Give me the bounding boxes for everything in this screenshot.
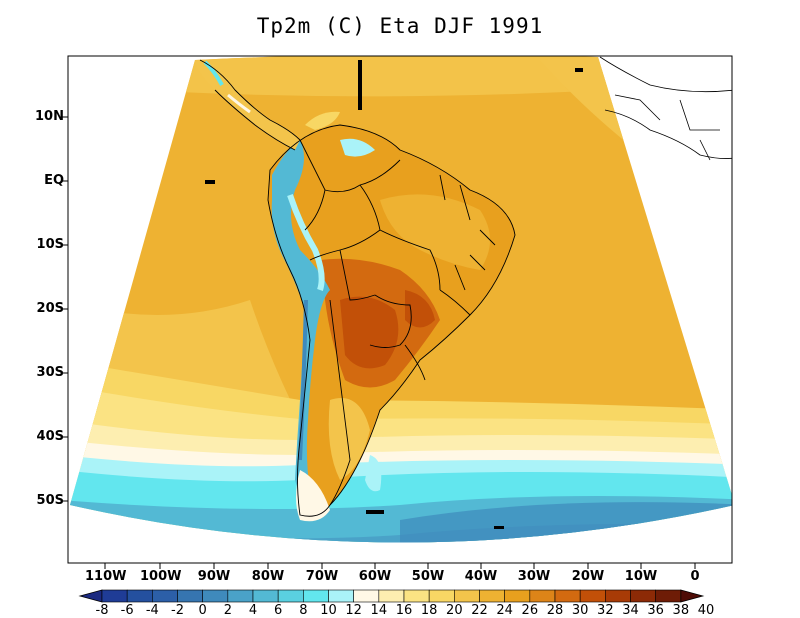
colorbar-tick-label: -8: [95, 603, 109, 618]
lat-label-10n: 10N: [35, 109, 64, 124]
colorbar-swatch: [529, 589, 556, 603]
lon-label-110w: 110W: [85, 569, 127, 584]
colorbar-tick-label: 32: [597, 603, 614, 618]
colorbar-tick-label: 26: [521, 603, 539, 618]
lat-label-eq: EQ: [44, 173, 64, 188]
colorbar-tick-label: 20: [446, 603, 463, 618]
lon-label-70w: 70W: [305, 569, 339, 584]
colorbar-tick-label: 0: [198, 603, 207, 618]
colorbar-swatch: [630, 589, 656, 603]
lon-label-0: 0: [690, 569, 700, 584]
colorbar-swatch: [328, 589, 354, 603]
colorbar-tick-label: 8: [299, 603, 308, 618]
colorbar-swatch: [605, 589, 631, 603]
colorbar-swatch: [504, 589, 531, 603]
lon-label-20w: 20W: [571, 569, 605, 584]
islands: [205, 60, 583, 529]
country-borders: [199, 59, 516, 517]
colorbar-tick-label: 6: [274, 603, 283, 618]
lat-label-10s: 10S: [36, 237, 64, 252]
colorbar-swatch: [227, 589, 254, 603]
colorbar-arrow-high: [680, 589, 705, 603]
colorbar-swatch: [554, 589, 581, 603]
lon-label-100w: 100W: [140, 569, 182, 584]
colorbar-tick-label: 16: [395, 603, 413, 618]
colorbar-tick-label: -6: [120, 603, 134, 618]
colorbar-swatch: [202, 589, 229, 603]
lat-label-20s: 20S: [36, 301, 64, 316]
lat-ticks: [62, 116, 68, 502]
colorbar-tick-label: 4: [248, 603, 258, 618]
colorbar-tick-label: 24: [496, 603, 513, 618]
colorbar-swatch: [252, 589, 279, 603]
colorbar-swatch: [177, 589, 203, 603]
colorbar-tick-label: 36: [647, 603, 664, 618]
colorbar-swatch: [126, 589, 153, 603]
colorbar-tick-label: 2: [223, 603, 232, 618]
colorbar-tick-label: 18: [420, 603, 438, 618]
colorbar-tick-label: 38: [672, 603, 690, 618]
colorbar-tick-label: 40: [697, 603, 715, 618]
colorbar-tick-label: -2: [171, 603, 184, 618]
colorbar-swatch: [378, 589, 405, 603]
lat-label-30s: 30S: [36, 365, 64, 380]
colorbar-swatch: [428, 589, 455, 603]
lon-label-90w: 90W: [197, 569, 231, 584]
colorbar-swatch: [303, 589, 329, 603]
colorbar-tick-label: 10: [320, 603, 337, 618]
colorbar-tick-label: -4: [145, 603, 159, 618]
colorbar-swatch: [353, 589, 380, 603]
colorbar-swatch: [277, 589, 304, 603]
lon-label-50w: 50W: [411, 569, 445, 584]
map-title: Tp2m (C) Eta DJF 1991: [256, 14, 544, 38]
lon-ticks: [104, 563, 696, 569]
colorbar-tick-label: 28: [546, 603, 564, 618]
colorbar: [78, 589, 705, 603]
africa-outline: [599, 56, 732, 161]
colorbar-swatch: [101, 589, 128, 603]
south-america-land: [268, 111, 515, 522]
colorbar-swatch: [152, 589, 178, 603]
colorbar-swatch: [479, 589, 505, 603]
colorbar-tick-label: 30: [571, 603, 589, 618]
colorbar-arrow-low: [78, 589, 103, 603]
lon-label-60w: 60W: [358, 569, 392, 584]
colorbar-tick-label: 12: [345, 603, 362, 618]
colorbar-swatch: [655, 589, 682, 603]
lat-label-50s: 50S: [36, 493, 64, 508]
lat-label-40s: 40S: [36, 429, 64, 444]
colorbar-swatch: [403, 589, 430, 603]
colorbar-tick-label: 34: [622, 603, 639, 618]
colorbar-tick-label: 14: [370, 603, 388, 618]
colorbar-tick-label: 22: [471, 603, 488, 618]
colorbar-swatch: [579, 589, 606, 603]
lon-label-30w: 30W: [517, 569, 551, 584]
lon-label-10w: 10W: [624, 569, 658, 584]
colorbar-swatch: [454, 589, 480, 603]
lon-label-40w: 40W: [464, 569, 498, 584]
lon-label-80w: 80W: [251, 569, 285, 584]
